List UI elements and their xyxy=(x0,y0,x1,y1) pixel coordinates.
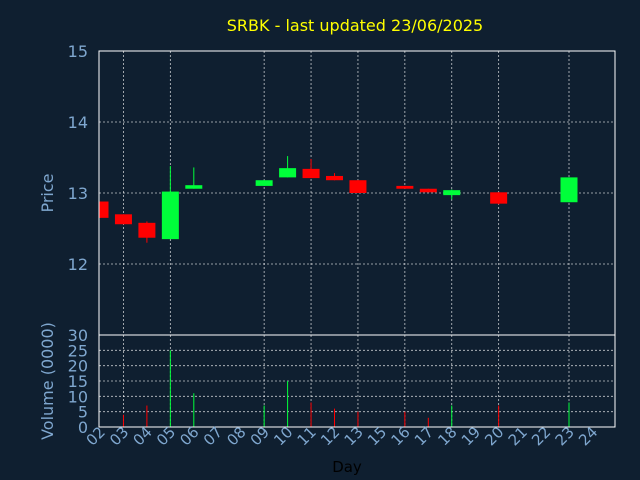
volume-y-tick-label: 30 xyxy=(68,326,88,345)
candle-body xyxy=(302,168,320,179)
volume-y-tick-label: 10 xyxy=(68,387,88,406)
price-y-tick-label: 12 xyxy=(68,255,88,274)
candle-body xyxy=(255,180,273,186)
candle xyxy=(396,185,414,189)
candle-body xyxy=(326,175,343,181)
candle-body xyxy=(419,188,437,193)
candle-body xyxy=(185,185,203,189)
price-candles xyxy=(99,156,578,243)
volume-plot-frame xyxy=(98,334,616,428)
candle-body xyxy=(161,191,179,240)
price-axis-label: Price xyxy=(38,173,57,212)
candle-body xyxy=(443,190,461,196)
volume-y-tick-label: 15 xyxy=(68,372,88,391)
price-y-tick-label: 13 xyxy=(68,184,88,203)
candle xyxy=(255,180,273,186)
candle xyxy=(490,192,508,205)
candle-body xyxy=(99,201,109,218)
price-y-tick-label: 15 xyxy=(68,42,88,61)
candle xyxy=(326,173,343,181)
candle-body xyxy=(560,177,578,203)
candle xyxy=(419,188,437,193)
candle-body xyxy=(490,192,508,204)
volume-grid xyxy=(99,335,615,427)
candle xyxy=(114,214,132,225)
candle xyxy=(443,189,461,200)
volume-bars xyxy=(122,350,570,427)
volume-y-tick-label: 25 xyxy=(68,341,88,360)
candle-body xyxy=(114,214,132,225)
candle-body xyxy=(279,168,297,178)
volume-axis-label: Volume (0000) xyxy=(38,322,57,440)
candle-body xyxy=(138,222,156,238)
price-y-tick-label: 14 xyxy=(68,113,88,132)
candle xyxy=(560,177,578,203)
volume-y-tick-label: 0 xyxy=(78,418,88,437)
volume-y-tick-label: 5 xyxy=(78,403,88,422)
chart-title: SRBK - last updated 23/06/2025 xyxy=(227,16,483,35)
volume-y-tick-label: 20 xyxy=(68,357,88,376)
x-axis-label: Day xyxy=(332,458,362,476)
candle-body xyxy=(349,180,367,193)
candle xyxy=(302,158,320,179)
candle xyxy=(185,167,203,189)
candle xyxy=(99,201,109,218)
candle xyxy=(138,221,156,243)
candle-body xyxy=(396,185,414,189)
candle xyxy=(161,166,179,240)
candle xyxy=(279,156,297,178)
price-y-ticks: 12 13 14 15 xyxy=(68,42,88,274)
candle xyxy=(349,180,367,193)
